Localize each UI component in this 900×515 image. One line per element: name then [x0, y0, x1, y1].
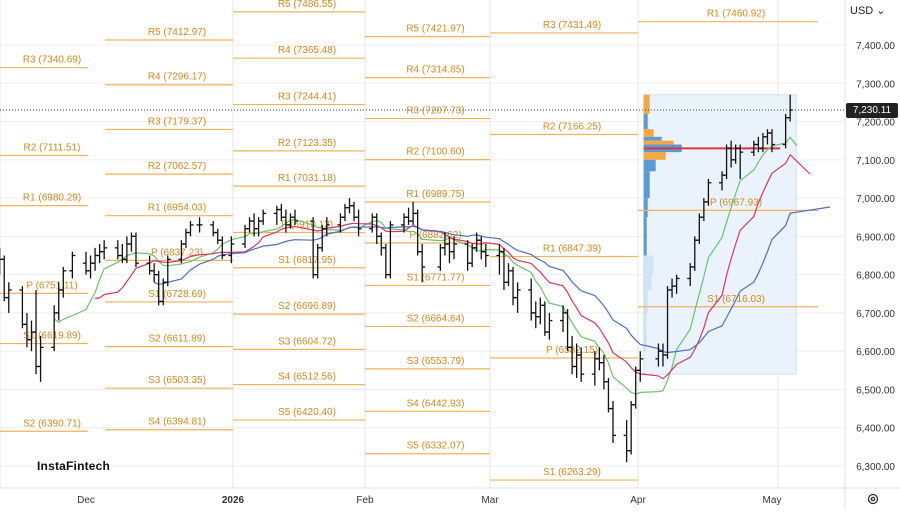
volume-profile-bar — [643, 136, 662, 141]
price-tick-label: 6,800.00 — [856, 271, 895, 282]
price-tick-label: 7,200.00 — [856, 118, 895, 129]
pivot-label: P (6967.93) — [710, 197, 762, 208]
pivot-label: R4 (7314.85) — [406, 65, 464, 76]
moving-average-slow — [153, 206, 831, 354]
time-tick-label: Feb — [356, 495, 374, 506]
volume-profile-bar — [643, 289, 648, 313]
pivot-label: R4 (7365.48) — [278, 45, 336, 56]
volume-profile-bar — [643, 217, 647, 256]
price-tick-label: 6,600.00 — [856, 347, 895, 358]
chevron-down-icon: ⌄ — [876, 5, 886, 17]
time-tick-label: Mar — [481, 495, 499, 506]
pivot-label: R4 (7296.17) — [148, 72, 206, 83]
time-tick-label: 2026 — [222, 495, 245, 506]
pivot-label: R3 (7340.69) — [23, 55, 81, 66]
pivot-label: S4 (6394.81) — [148, 417, 206, 428]
current-price-tag: 7,230.11 — [846, 103, 898, 118]
pivot-label: S2 (6664.64) — [407, 313, 465, 324]
pivot-label: R5 (7412.97) — [148, 27, 206, 38]
pivot-label: R3 (7431.49) — [543, 20, 601, 31]
pivot-label: R1 (7460.92) — [707, 9, 765, 20]
pivot-label: S4 (6512.56) — [278, 372, 336, 383]
pivot-label: R1 (6847.39) — [543, 243, 601, 254]
pivot-label: S2 (6390.71) — [23, 418, 81, 429]
time-tick-label: May — [763, 495, 782, 506]
volume-profile-bar — [643, 198, 648, 218]
moving-average-medium — [95, 153, 811, 380]
time-tick-label: Dec — [77, 495, 95, 506]
pivot-label: R2 (7062.57) — [148, 161, 206, 172]
pivot-label: R1 (6989.75) — [406, 189, 464, 200]
time-tick-label: Apr — [630, 495, 646, 506]
volume-profile-bar — [643, 129, 654, 137]
pivot-label: S2 (6696.89) — [278, 301, 336, 312]
price-tick-label: 6,500.00 — [856, 385, 895, 396]
pivot-label: R1 (6980.29) — [23, 193, 81, 204]
pivot-label: R5 (7486.55) — [278, 0, 336, 10]
price-tick-label: 7,300.00 — [856, 79, 895, 90]
currency-label: USD — [850, 5, 874, 17]
pivot-label: S3 (6553.79) — [407, 356, 465, 367]
pivot-label: R1 (6954.03) — [148, 203, 206, 214]
volume-profile-area — [643, 94, 797, 375]
pivot-label: R2 (7123.35) — [278, 138, 336, 149]
price-tick-label: 7,000.00 — [856, 194, 895, 205]
pivot-label: S1 (6263.29) — [543, 467, 601, 478]
pivot-label: S1 (6817.95) — [278, 255, 336, 266]
pivot-label: P (6882.62) — [409, 230, 461, 241]
price-tick-label: 6,700.00 — [856, 309, 895, 320]
volume-profile-bar — [643, 152, 666, 160]
moving-average-fast — [53, 136, 798, 395]
pivot-label: P (6910.12) — [281, 219, 333, 230]
currency-selector[interactable]: USD ⌄ — [850, 4, 886, 17]
volume-profile-bar — [643, 255, 654, 275]
price-tick-label: 6,900.00 — [856, 232, 895, 243]
volume-profile-bar — [643, 94, 650, 114]
price-tick-label: 7,100.00 — [856, 156, 895, 167]
pivot-label: P (6751.11) — [26, 280, 77, 291]
pivot-label: S3 (6604.72) — [278, 336, 336, 347]
brand-logo: InstaFintech — [37, 459, 111, 473]
volume-profile-bar — [643, 312, 647, 352]
pivot-label: S1 (6619.89) — [23, 331, 81, 342]
volume-profile-bar — [643, 159, 656, 172]
pivot-label: R3 (7179.37) — [148, 116, 206, 127]
price-tick-label: 6,400.00 — [856, 424, 895, 435]
price-axis — [845, 0, 900, 488]
pivot-label: R2 (7166.25) — [543, 121, 601, 132]
volume-profile-bar — [643, 140, 674, 145]
pivot-label: R2 (7100.60) — [406, 147, 464, 158]
pivot-label: S2 (6611.89) — [148, 334, 205, 345]
pivot-label: R1 (7031.18) — [278, 173, 336, 184]
price-tick-label: 7,400.00 — [856, 41, 895, 52]
price-tick-label: 6,300.00 — [856, 462, 895, 473]
pivot-label: S1 (6771.77) — [407, 272, 465, 283]
volume-profile-bar — [643, 171, 650, 199]
pivot-label: R5 (7421.97) — [406, 24, 464, 35]
pivot-label: R3 (7244.41) — [278, 92, 336, 103]
pivot-label: S3 (6503.35) — [148, 375, 206, 386]
pivot-label: R2 (7111.51) — [24, 142, 81, 153]
gear-icon[interactable] — [866, 492, 880, 506]
pivot-label: R3 (7207.73) — [406, 106, 464, 117]
pivot-label: S5 (6332.07) — [407, 441, 465, 452]
pivot-label: S5 (6420.40) — [278, 407, 336, 418]
pivot-label: S4 (6442.93) — [407, 398, 465, 409]
pivot-label: S1 (6728.69) — [148, 289, 206, 300]
volume-profile-bar — [643, 274, 652, 290]
pivot-label: P (6837.23) — [151, 247, 203, 258]
volume-profile-bar — [643, 113, 648, 130]
